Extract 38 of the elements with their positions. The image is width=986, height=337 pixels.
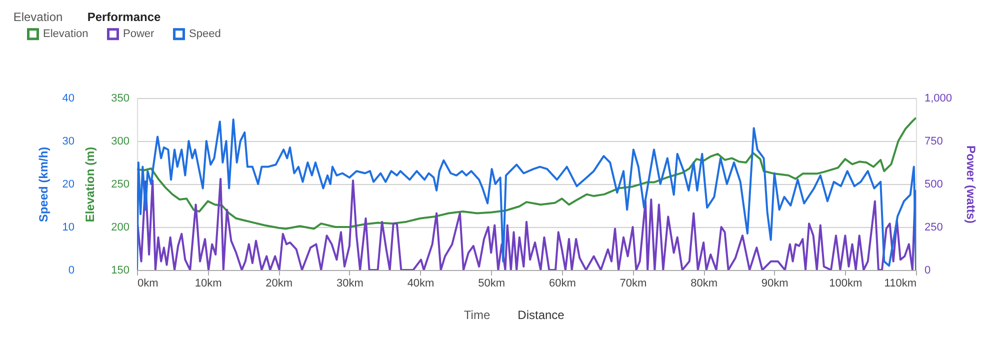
y-tick-label: 200 xyxy=(111,222,130,234)
x-tick-label: 60km xyxy=(548,278,576,290)
y2-axis-title: Power (watts) xyxy=(964,145,978,224)
x-tick-label: 40km xyxy=(407,278,434,290)
y3-tick-label: 0 xyxy=(68,264,74,276)
y2-tick-label: 750 xyxy=(924,136,943,148)
legend-label: Power xyxy=(123,28,155,40)
y3-axis-title: Speed (km/h) xyxy=(36,146,50,222)
y-tick-label: 300 xyxy=(111,136,130,148)
x-tick-label: 30km xyxy=(336,278,364,290)
y2-tick-label: 250 xyxy=(924,222,943,234)
y2-tick-label: 0 xyxy=(924,264,931,276)
x-tick-label: 0km xyxy=(138,278,158,290)
y2-tick-label: 1,000 xyxy=(924,92,952,104)
y3-tick-label: 20 xyxy=(62,178,74,190)
y3-tick-label: 40 xyxy=(62,92,74,104)
line-series xyxy=(137,116,916,230)
legend-label: Elevation xyxy=(43,28,88,40)
x-tick-label: 80km xyxy=(690,278,718,290)
text: Elevation xyxy=(13,10,63,24)
x-tick-label: 20km xyxy=(266,278,293,290)
x-tick-label: 100km xyxy=(829,278,862,290)
text: Time xyxy=(464,308,490,322)
x-tick-label: 10km xyxy=(194,278,222,290)
x-tick-label: 70km xyxy=(620,278,647,290)
x-tick-label: 110km xyxy=(884,278,916,290)
text: Distance xyxy=(518,308,565,322)
y-tick-label: 150 xyxy=(111,264,130,276)
y-tick-label: 350 xyxy=(111,92,130,104)
y3-tick-label: 10 xyxy=(62,222,74,234)
y-tick-label: 250 xyxy=(111,178,130,190)
y3-tick-label: 30 xyxy=(62,136,74,148)
y2-tick-label: 500 xyxy=(924,178,943,190)
x-tick-label: 90km xyxy=(761,278,788,290)
legend-label: Speed xyxy=(189,28,221,40)
text: Performance xyxy=(87,10,162,24)
x-tick-label: 50km xyxy=(478,278,506,290)
y-axis-title: Elevation (m) xyxy=(83,146,98,222)
